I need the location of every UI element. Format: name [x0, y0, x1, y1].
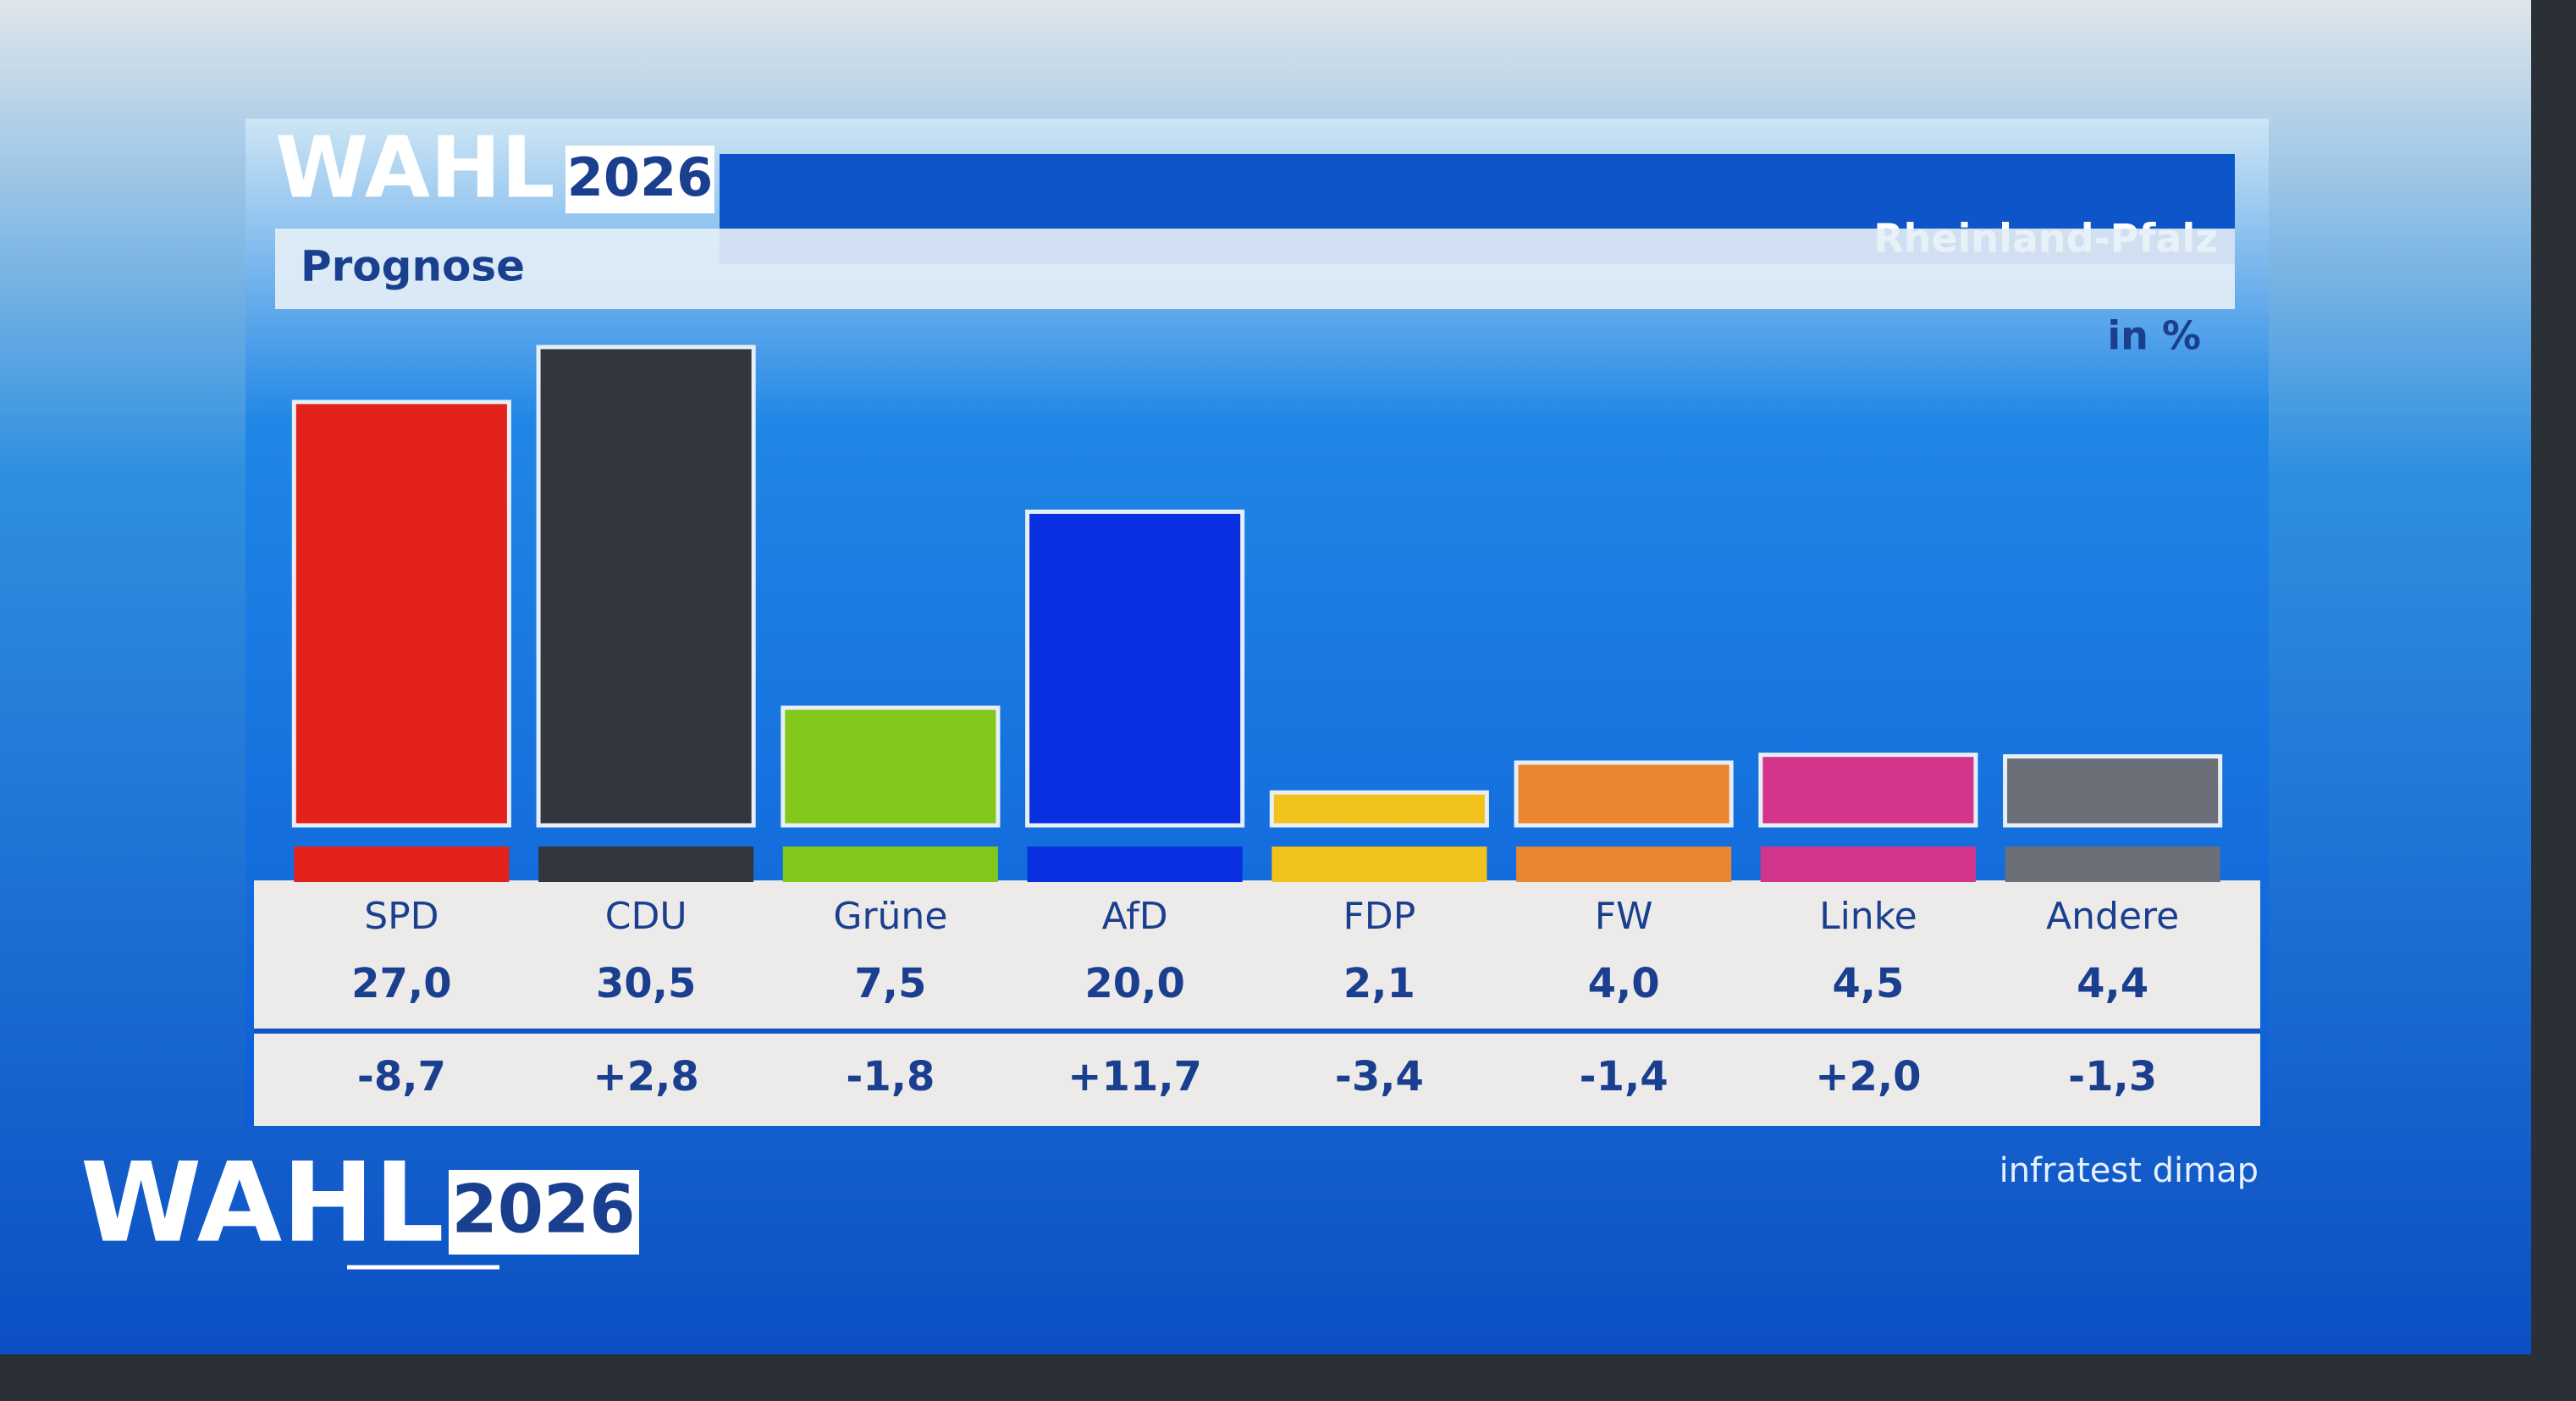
bar [536, 345, 756, 828]
brand: WAHL [275, 118, 555, 217]
bar [1269, 790, 1489, 828]
year-box [565, 146, 714, 213]
value-label: 4,4 [2077, 960, 2149, 1007]
value-label: 4,5 [1832, 960, 1904, 1007]
source: infratest dimap [2000, 1151, 2259, 1190]
change-label: +2,0 [1815, 1053, 1921, 1100]
value-label: 20,0 [1084, 960, 1184, 1007]
value-label: 30,5 [596, 960, 696, 1007]
color-strip [2005, 847, 2220, 882]
logo-year-box [449, 1170, 639, 1255]
color-strip [782, 847, 998, 882]
change-label: -8,7 [357, 1053, 446, 1100]
change-label: +11,7 [1067, 1053, 1202, 1100]
bar [1514, 760, 1734, 828]
value-label: 27,0 [351, 960, 451, 1007]
color-strip [294, 847, 510, 882]
chart-title: Prognose [301, 242, 525, 291]
year: 2026 [567, 146, 714, 208]
bar [1025, 510, 1245, 828]
bar [781, 705, 1001, 828]
logo-brand: WAHL [80, 1139, 444, 1267]
change-label: -1,8 [846, 1053, 935, 1100]
party-label: Andere [2046, 895, 2179, 938]
bar [1758, 753, 1978, 828]
color-strip [1027, 847, 1243, 882]
value-label: 2,1 [1343, 960, 1415, 1007]
logo-year: 2026 [451, 1172, 635, 1248]
value-label: 7,5 [854, 960, 926, 1007]
party-label: SPD [364, 895, 439, 938]
table [254, 880, 2260, 1126]
party-label: CDU [605, 895, 687, 938]
color-strip [1760, 847, 1976, 882]
change-label: +2,8 [593, 1053, 699, 1100]
party-label: Linke [1819, 895, 1917, 938]
unit: in % [2107, 313, 2201, 359]
change-label: -3,4 [1335, 1053, 1424, 1100]
party-label: Grüne [833, 895, 947, 938]
bar [2003, 753, 2223, 828]
color-strip [1271, 847, 1487, 882]
value-label: 4,0 [1588, 960, 1660, 1007]
change-label: -1,3 [2068, 1053, 2157, 1100]
change-label: -1,4 [1580, 1053, 1669, 1100]
party-label: FDP [1343, 895, 1416, 938]
party-label: AfD [1102, 895, 1168, 938]
title-strip [275, 229, 2235, 309]
bar [291, 400, 511, 828]
color-strip [1516, 847, 1732, 882]
color-strip [538, 847, 754, 882]
party-label: FW [1595, 895, 1653, 938]
